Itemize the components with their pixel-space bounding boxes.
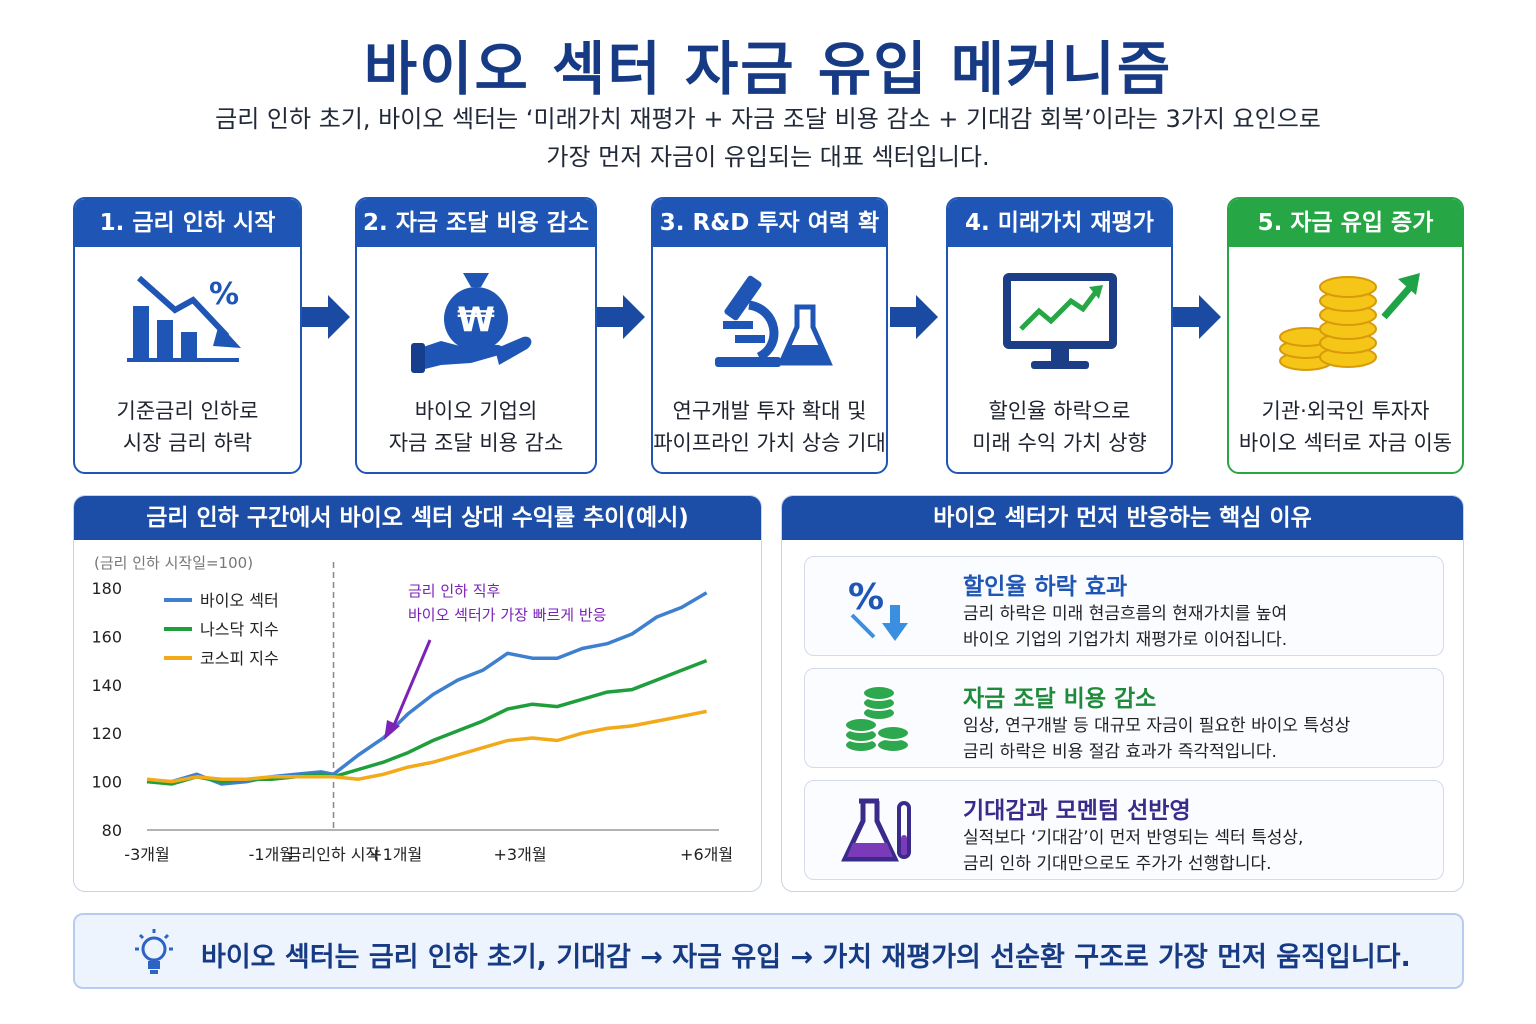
percent-down-icon: % — [839, 571, 919, 643]
reason-card-2: 자금 조달 비용 감소 임상, 연구개발 등 대규모 자금이 필요한 바이오 특… — [804, 668, 1444, 768]
step-card-3: 3. R&D 투자 여력 확대 연구개발 투자 확대 및 파이프라인 가치 상승… — [651, 197, 888, 474]
flow-arrow-icon — [597, 295, 645, 339]
step-card-2: 2. 자금 조달 비용 감소 ₩ 바이오 기업의 자금 조달 비용 감소 — [355, 197, 597, 474]
step-2-line-2: 자금 조달 비용 감소 — [388, 431, 564, 455]
legend-label: 나스닥 지수 — [200, 620, 279, 639]
step-card-4: 4. 미래가치 재평가 할인율 하락으로 미래 수익 가치 상향 — [946, 197, 1173, 474]
step-1-title: 1. 금리 인하 시작 — [75, 199, 300, 247]
subtitle-line-1: 금리 인하 초기, 바이오 섹터는 ‘미래가치 재평가 + 자금 조달 비용 감… — [215, 105, 1321, 133]
page-subtitle: 금리 인하 초기, 바이오 섹터는 ‘미래가치 재평가 + 자금 조달 비용 감… — [0, 100, 1536, 176]
chart-annotation-2: 바이오 섹터가 가장 빠르게 반응 — [408, 606, 606, 624]
reason-3-line-1: 실적보다 ‘기대감’이 먼저 반영되는 섹터 특성상, — [963, 828, 1304, 848]
summary-text: 바이오 섹터는 금리 인하 초기, 기대감 → 자금 유입 → 가치 재평가의 … — [201, 942, 1411, 973]
annotation-arrow — [390, 639, 432, 731]
x-tick-label: 금리인하 시작 — [287, 845, 381, 864]
reason-3-line-2: 금리 인하 기대만으로도 주가가 선행합니다. — [963, 854, 1272, 874]
reason-card-3: 기대감과 모멘텀 선반영 실적보다 ‘기대감’이 먼저 반영되는 섹터 특성상,… — [804, 780, 1444, 880]
reason-3-title: 기대감과 모멘텀 선반영 — [963, 798, 1191, 824]
reason-1-line-2: 바이오 기업의 기업가치 재평가로 이어집니다. — [963, 630, 1288, 650]
step-2-title: 2. 자금 조달 비용 감소 — [357, 199, 595, 247]
flow-arrow-icon — [302, 295, 350, 339]
flow-arrow-icon — [1173, 295, 1221, 339]
step-card-5: 5. 자금 유입 증가 기관·외국인 투자자 바이오 섹터로 자금 이동 — [1227, 197, 1464, 474]
reasons-panel: 바이오 섹터가 먼저 반응하는 핵심 이유 % 할인율 하락 효과 금리 하락은… — [781, 495, 1464, 892]
step-3-title: 3. R&D 투자 여력 확대 — [653, 199, 886, 284]
step-1-line-2: 시장 금리 하락 — [122, 431, 253, 455]
step-2-line-1: 바이오 기업의 — [414, 399, 538, 423]
chart-annotation-1: 금리 인하 직후 — [408, 582, 501, 600]
reason-card-1: % 할인율 하락 효과 금리 하락은 미래 현금흐름의 현재가치를 높여 바이오… — [804, 556, 1444, 656]
step-4-line-2: 미래 수익 가치 상향 — [972, 431, 1147, 455]
reason-2-line-2: 금리 하락은 비용 절감 효과가 즉각적입니다. — [963, 742, 1277, 762]
svg-text:%: % — [848, 577, 884, 618]
line-chart: (금리 인하 시작일=100) 180 160 140 120 100 80 -3개월 -1… — [91, 554, 733, 864]
annotation-arrowhead — [384, 720, 400, 740]
reason-1-title: 할인율 하락 효과 — [963, 574, 1128, 600]
page-title: 바이오 섹터 자금 유입 메커니즘 — [363, 35, 1173, 103]
x-tick-label: +1개월 — [369, 845, 422, 864]
microscope-flask-icon — [653, 261, 886, 381]
coins-arrow-icon — [1229, 261, 1462, 381]
step-5-line-1: 기관·외국인 투자자 — [1261, 399, 1430, 423]
svg-text:%: % — [209, 277, 239, 312]
flask-tube-icon — [839, 795, 919, 867]
legend-label: 코스피 지수 — [200, 649, 279, 668]
y-tick-label: 160 — [91, 627, 122, 646]
reason-1-line-1: 금리 하락은 미래 현금흐름의 현재가치를 높여 — [963, 604, 1288, 624]
lightbulb-icon — [135, 929, 173, 974]
step-4-title: 4. 미래가치 재평가 — [948, 199, 1171, 247]
x-tick-label: -1개월 — [249, 845, 294, 864]
svg-text:₩: ₩ — [457, 300, 495, 340]
monitor-chart-icon — [948, 261, 1171, 381]
step-4-line-1: 할인율 하락으로 — [988, 399, 1131, 423]
summary-banner: 바이오 섹터는 금리 인하 초기, 기대감 → 자금 유입 → 가치 재평가의 … — [73, 913, 1464, 989]
subtitle-line-2: 가장 먼저 자금이 유입되는 대표 섹터입니다. — [546, 143, 990, 171]
step-1-line-1: 기준금리 인하로 — [116, 399, 259, 423]
x-tick-label: -3개월 — [124, 845, 169, 864]
reason-2-title: 자금 조달 비용 감소 — [963, 686, 1157, 712]
step-3-line-2: 파이프라인 가치 상승 기대 — [653, 431, 886, 455]
chart-panel-title: 금리 인하 구간에서 바이오 섹터 상대 수익률 추이(예시) — [74, 496, 761, 540]
step-5-title: 5. 자금 유입 증가 — [1229, 199, 1462, 247]
series-line-3 — [146, 709, 707, 784]
rate-down-chart-icon: % — [75, 261, 300, 381]
chart-panel: 금리 인하 구간에서 바이오 섹터 상대 수익률 추이(예시) (금리 인하 시… — [73, 495, 762, 892]
y-tick-label: 100 — [91, 773, 122, 792]
series-line-1 — [147, 591, 708, 786]
y-tick-label: 140 — [91, 676, 122, 695]
series-line-2 — [146, 658, 708, 786]
reasons-panel-title: 바이오 섹터가 먼저 반응하는 핵심 이유 — [782, 496, 1463, 540]
reason-2-line-1: 임상, 연구개발 등 대규모 자금이 필요한 바이오 특성상 — [963, 716, 1351, 736]
chart-note: (금리 인하 시작일=100) — [94, 554, 253, 572]
coin-stacks-icon — [839, 683, 919, 755]
x-tick-label: +6개월 — [680, 845, 733, 864]
step-3-line-1: 연구개발 투자 확대 및 — [672, 399, 867, 423]
step-5-line-2: 바이오 섹터로 자금 이동 — [1238, 431, 1453, 455]
step-card-1: 1. 금리 인하 시작 % 기준금리 인하로 시장 금리 하락 — [73, 197, 302, 474]
y-tick-label: 80 — [102, 821, 122, 840]
y-tick-label: 180 — [91, 579, 122, 598]
x-tick-label: +3개월 — [494, 845, 547, 864]
legend-label: 바이오 섹터 — [200, 591, 279, 610]
flow-arrow-icon — [890, 295, 938, 339]
won-money-bag-icon: ₩ — [357, 261, 595, 381]
y-tick-label: 120 — [91, 724, 122, 743]
